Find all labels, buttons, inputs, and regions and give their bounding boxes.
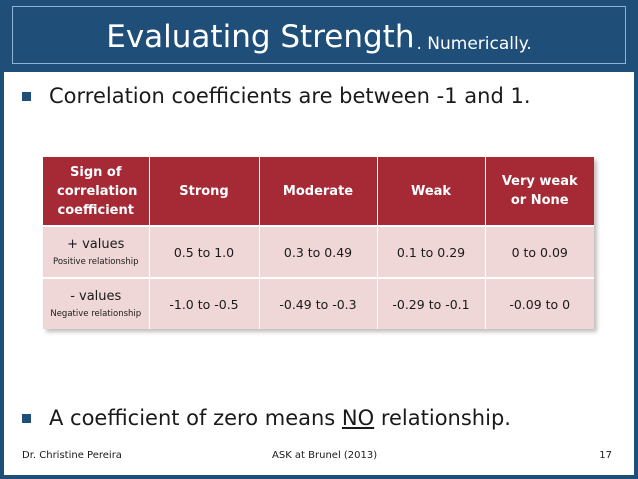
header-very-weak: Very weak or None <box>485 157 594 226</box>
table-cell: -0.49 to -0.3 <box>259 277 378 329</box>
row-label-text: + values <box>67 237 125 252</box>
table-cell: 0 to 0.09 <box>485 225 594 278</box>
table-cell: -1.0 to -0.5 <box>149 277 260 329</box>
header-strong: Strong <box>149 157 260 226</box>
row-sublabel-text: Positive relationship <box>53 257 139 267</box>
row-sublabel-text: Negative relationship <box>50 309 142 319</box>
table-header-row: Sign of correlation coefficient Strong M… <box>43 157 594 226</box>
table-row-negative: - values Negative relationship -1.0 to -… <box>43 277 594 329</box>
bullet-zero-before: A coefficient of zero means <box>49 406 342 430</box>
table-cell: 0.3 to 0.49 <box>259 225 378 278</box>
row-label-text: - values <box>70 289 122 304</box>
row-label-positive: + values Positive relationship <box>43 225 150 278</box>
footer-source: ASK at Brunel (2013) <box>272 450 378 461</box>
bullet-zero: A coefficient of zero means NO relations… <box>22 406 511 430</box>
bullet-square-icon <box>22 413 31 423</box>
slide-title: Evaluating Strength <box>106 19 415 55</box>
bullet-range: Correlation coefficients are between -1 … <box>22 84 531 108</box>
header-weak: Weak <box>377 157 486 226</box>
bullet-zero-text: A coefficient of zero means NO relations… <box>49 406 511 430</box>
table-cell: -0.29 to -0.1 <box>377 277 486 329</box>
slide-subtitle: . Numerically. <box>416 34 532 54</box>
header-sign: Sign of correlation coefficient <box>43 157 150 226</box>
footer-author: Dr. Christine Pereira <box>22 450 122 461</box>
correlation-strength-table: Sign of correlation coefficient Strong M… <box>43 157 594 329</box>
table-row-positive: + values Positive relationship 0.5 to 1.… <box>43 225 594 278</box>
table-cell: 0.1 to 0.29 <box>377 225 486 278</box>
bullet-square-icon <box>22 91 31 101</box>
bullet-zero-after: relationship. <box>374 406 511 430</box>
bullet-zero-emphasis: NO <box>341 406 375 430</box>
title-frame: Evaluating Strength . Numerically. <box>12 6 626 64</box>
table-cell: -0.09 to 0 <box>485 277 594 329</box>
row-label-negative: - values Negative relationship <box>43 277 150 329</box>
table-cell: 0.5 to 1.0 <box>149 225 260 278</box>
title-bar: Evaluating Strength . Numerically. <box>0 0 638 72</box>
bullet-range-text: Correlation coefficients are between -1 … <box>49 84 531 108</box>
header-moderate: Moderate <box>259 157 378 226</box>
page-number: 17 <box>599 450 612 461</box>
